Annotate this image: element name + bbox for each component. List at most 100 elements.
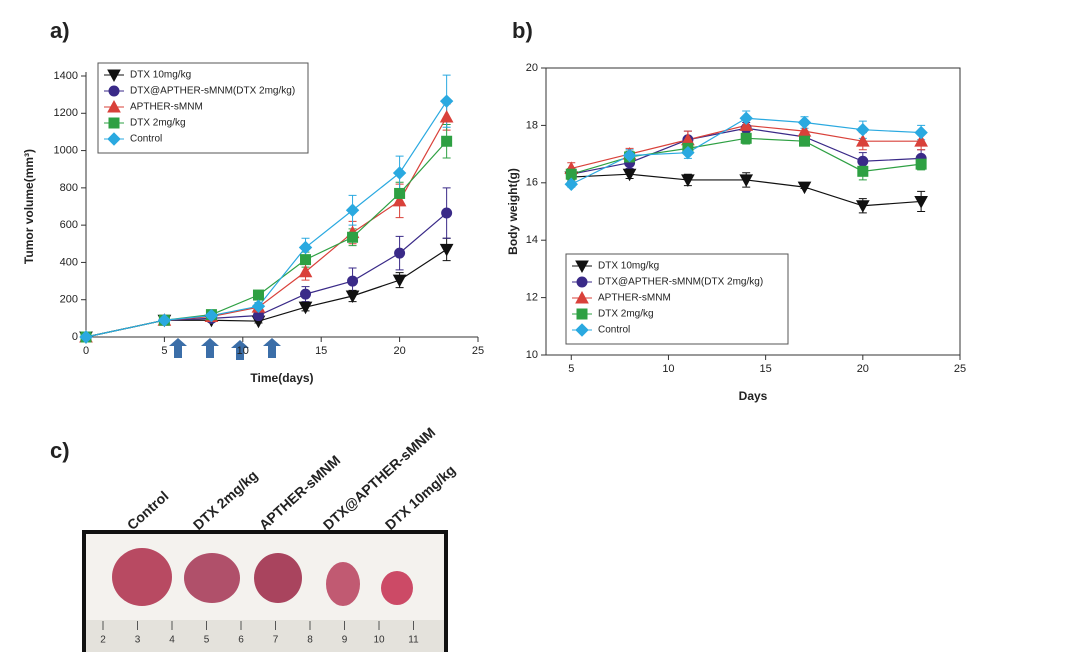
arrow (231, 340, 249, 360)
marker (914, 125, 928, 140)
marker (439, 94, 454, 108)
x-tick-label: 5 (568, 363, 574, 375)
marker (252, 289, 264, 301)
marker (799, 135, 811, 147)
tumor (184, 553, 240, 603)
marker (345, 290, 360, 304)
y-tick-label: 600 (60, 219, 78, 231)
y-tick-label: 16 (526, 177, 538, 189)
photo-label: Control (124, 488, 172, 533)
marker (79, 330, 93, 344)
marker (622, 168, 637, 182)
series-line (85, 248, 447, 338)
marker (739, 111, 753, 125)
plot-frame (545, 67, 961, 356)
series-line (85, 140, 448, 338)
series-line (85, 100, 448, 338)
y-tick-label: 20 (526, 62, 538, 74)
y-axis-label: Body weight(g) (506, 168, 520, 255)
x-tick-label: 25 (954, 363, 966, 375)
marker (797, 115, 812, 130)
marker (681, 174, 695, 187)
legend-marker (108, 117, 120, 129)
y-tick-label: 18 (526, 119, 538, 131)
y-axis-label: Tumor volume(mm³) (22, 149, 36, 264)
marker (739, 174, 754, 187)
legend-box (565, 253, 789, 345)
marker (441, 207, 453, 219)
legend-marker (107, 69, 121, 83)
marker (298, 301, 313, 315)
ruler-number: 2 (100, 635, 106, 646)
marker (298, 264, 313, 278)
marker (394, 187, 406, 199)
tumor (112, 548, 172, 606)
arrow (169, 338, 187, 358)
tumor (381, 571, 413, 605)
panel-label: c) (50, 438, 70, 463)
legend-marker (575, 323, 589, 337)
marker (681, 145, 695, 160)
marker (914, 195, 928, 209)
tumor-photo (82, 530, 448, 652)
legend-box (97, 62, 309, 154)
x-tick-label: 15 (315, 345, 327, 357)
dose-arrows (169, 338, 281, 360)
marker (347, 275, 359, 287)
marker (855, 200, 870, 213)
marker (204, 308, 219, 323)
panel-label: b) (512, 18, 533, 43)
y-tick-label: 14 (526, 234, 538, 246)
x-tick-label: 0 (83, 345, 89, 357)
arrow (201, 338, 219, 358)
panel-label: a) (50, 18, 70, 43)
legend-marker (107, 99, 121, 113)
legend-label: DTX 10mg/kg (598, 261, 659, 272)
y-tick-label: 200 (60, 294, 78, 306)
marker (855, 134, 870, 147)
y-tick-label: 800 (60, 182, 78, 194)
ruler-number: 6 (238, 635, 244, 646)
marker (857, 165, 869, 177)
marker (915, 158, 927, 170)
x-tick-label: 5 (161, 345, 167, 357)
marker (392, 193, 407, 207)
marker (300, 254, 312, 266)
marker (251, 299, 266, 313)
legend-label: DTX@APTHER-sMNM(DTX 2mg/kg) (130, 86, 295, 97)
legend-marker (575, 260, 589, 274)
ruler-number: 4 (169, 635, 175, 646)
x-axis-label: Time(days) (250, 371, 313, 385)
x-tick-label: 15 (760, 363, 772, 375)
legend-marker (576, 308, 588, 320)
y-tick-label: 1200 (54, 107, 78, 119)
ruler-number: 8 (307, 635, 313, 646)
ruler-number: 3 (135, 635, 141, 646)
ruler-number: 9 (342, 635, 348, 646)
marker (392, 166, 407, 180)
tumor (326, 562, 360, 606)
marker (797, 181, 812, 195)
marker (622, 148, 637, 163)
legend-label: DTX 2mg/kg (598, 309, 654, 320)
legend-marker (575, 290, 589, 304)
marker (857, 155, 869, 167)
marker (441, 135, 453, 147)
marker (856, 122, 870, 137)
x-tick-label: 20 (857, 363, 869, 375)
legend-label: Control (130, 134, 162, 145)
marker (740, 132, 752, 144)
marker (298, 240, 313, 255)
legend-label: DTX@APTHER-sMNM(DTX 2mg/kg) (598, 277, 763, 288)
x-tick-label: 10 (662, 363, 674, 375)
marker (564, 177, 578, 191)
photo-label: DTX 2mg/kg (190, 467, 261, 533)
y-tick-label: 400 (60, 256, 78, 268)
ruler-number: 5 (204, 635, 210, 646)
marker (439, 109, 454, 123)
marker (394, 247, 406, 259)
y-tick-label: 1400 (54, 70, 78, 82)
legend-label: DTX 2mg/kg (130, 118, 186, 129)
ruler-number: 7 (273, 635, 279, 646)
